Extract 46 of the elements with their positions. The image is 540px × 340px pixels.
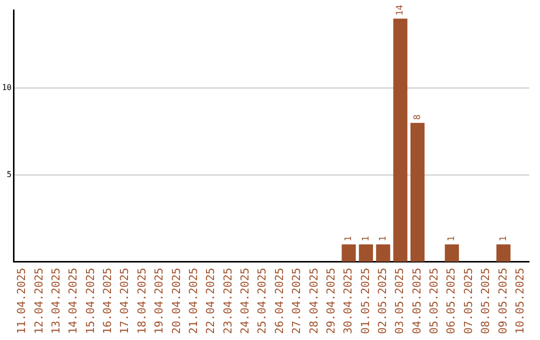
y-tick-label: 10 [2, 83, 12, 92]
y-tick-label: 5 [6, 170, 12, 180]
x-tick-label: 23.04.2025 [221, 268, 234, 334]
bar [496, 244, 510, 262]
x-tick-label: 02.05.2025 [376, 268, 389, 334]
x-tick-label: 22.04.2025 [204, 268, 218, 334]
x-tick-label: 06.05.2025 [444, 268, 458, 334]
x-tick-label: 25.04.2025 [256, 268, 269, 334]
bar [358, 244, 373, 262]
x-tick-label: 10.05.2025 [513, 268, 526, 334]
x-tick-label: 24.04.2025 [238, 268, 252, 334]
data-label: 1 [361, 236, 372, 242]
x-tick-label: 04.05.2025 [410, 268, 424, 334]
bar [444, 244, 459, 262]
data-label: 14 [396, 4, 406, 16]
x-tick-label: 07.05.2025 [462, 268, 475, 334]
x-tick-label: 13.04.2025 [49, 268, 62, 334]
x-tick-label: 08.05.2025 [479, 268, 492, 334]
x-tick-label: 16.04.2025 [101, 268, 114, 334]
data-label: 1 [447, 236, 458, 242]
x-tick-label: 19.04.2025 [152, 268, 166, 334]
x-tick-label: 09.05.2025 [496, 268, 510, 334]
data-label: 8 [412, 114, 423, 120]
bar [376, 244, 390, 262]
x-tick-label: 05.05.2025 [428, 268, 441, 334]
bar [410, 122, 425, 262]
x-tick-label: 18.04.2025 [135, 268, 148, 334]
data-label: 1 [498, 236, 509, 242]
x-tick-label: 03.05.2025 [393, 268, 406, 334]
x-tick-label: 20.04.2025 [170, 268, 183, 334]
x-tick-label: 30.04.2025 [342, 268, 355, 334]
x-tick-label: 27.04.2025 [290, 268, 304, 334]
bar [342, 244, 356, 262]
x-tick-label: 29.04.2025 [324, 268, 338, 334]
data-label: 1 [378, 236, 388, 242]
x-tick-label: 12.04.2025 [32, 268, 46, 334]
x-tick-label: 15.04.2025 [84, 268, 97, 334]
bar [393, 18, 408, 262]
x-tick-label: 21.04.2025 [186, 268, 200, 334]
x-tick-label: 28.04.2025 [307, 268, 320, 334]
x-tick-label: 11.04.2025 [15, 268, 28, 334]
data-label: 1 [344, 236, 354, 242]
x-tick-label: 14.04.2025 [66, 268, 80, 334]
x-tick-label: 26.04.2025 [272, 268, 286, 334]
x-tick-label: 01.05.2025 [358, 268, 372, 334]
x-tick-label: 17.04.2025 [118, 268, 132, 334]
